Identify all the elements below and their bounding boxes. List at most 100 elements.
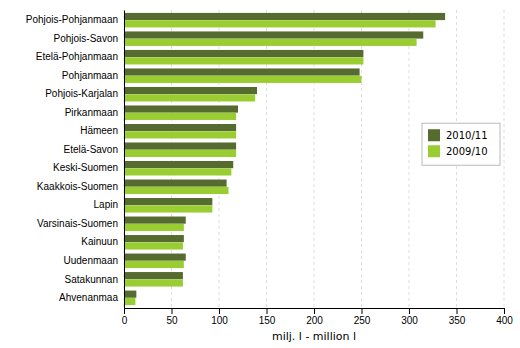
tick: Pohjois-Karjalan (45, 88, 124, 99)
bar (124, 105, 238, 112)
tick: 350 (449, 308, 466, 326)
bar (124, 254, 186, 261)
tick-label: Lapin (94, 199, 118, 210)
legend-frame (422, 123, 500, 165)
tick: Etelä-Savon (64, 144, 124, 155)
bar (124, 150, 236, 157)
tick: 150 (259, 308, 276, 326)
tick-label: 300 (401, 315, 418, 326)
grid-line (124, 10, 125, 308)
tick-label: 250 (354, 315, 371, 326)
tick: 300 (401, 308, 418, 326)
bar (124, 142, 236, 149)
tick-mark (219, 308, 220, 314)
tick: 200 (306, 308, 323, 326)
tick: 0 (122, 308, 128, 326)
bar (124, 235, 184, 242)
tick-mark (267, 308, 268, 314)
grid-line (504, 10, 505, 308)
tick-label: 400 (496, 315, 513, 326)
tick: Keski-Suomen (53, 162, 124, 173)
bar (124, 205, 212, 212)
tick-label: Ahvenanmaa (59, 292, 118, 303)
tick-label: Uudenmaan (64, 255, 118, 266)
bar-series (124, 20, 436, 305)
legend-swatch (428, 129, 440, 141)
tick-label: Pohjois-Karjalan (45, 88, 118, 99)
tick-label: 350 (449, 315, 466, 326)
bar (124, 31, 423, 38)
tick-label: Pohjois-Pohjanmaan (26, 14, 118, 25)
tick: Hämeen (80, 125, 124, 136)
bar (124, 68, 360, 75)
tick-label: Keski-Suomen (53, 162, 118, 173)
tick: 100 (211, 308, 228, 326)
bar (124, 39, 417, 46)
bar (124, 124, 236, 131)
bar (124, 87, 257, 94)
tick-label: 50 (166, 315, 178, 326)
tick-mark (314, 308, 315, 314)
tick-label: Kaakkois-Suomen (37, 181, 118, 192)
bar (124, 76, 362, 83)
bar (124, 168, 231, 175)
tick-label: 150 (259, 315, 276, 326)
tick: Kainuun (81, 236, 124, 247)
bar (124, 57, 363, 64)
tick: Etelä-Pohjanmaan (36, 51, 124, 62)
tick-label: Etelä-Savon (64, 144, 118, 155)
bar (124, 261, 184, 268)
tick-mark (362, 308, 363, 314)
tick-mark (124, 308, 125, 314)
tick-label: 0 (122, 315, 128, 326)
axis-domain (125, 309, 505, 315)
bar (124, 113, 236, 120)
plot: 0 50 100 150 200 250 300 350 400 Pohjois-Pohjanma… (26, 10, 514, 326)
x-axis: 0 50 100 150 200 250 300 350 400 (122, 308, 514, 326)
bar (124, 13, 445, 20)
chart: 0 50 100 150 200 250 300 350 400 Pohjois-Pohjanma… (0, 0, 520, 348)
legend-label: 2010/11 (446, 130, 488, 141)
tick: Pohjois-Pohjanmaan (26, 14, 124, 25)
grid (124, 10, 504, 308)
bar (124, 224, 184, 231)
tick-label: Etelä-Pohjanmaan (36, 51, 118, 62)
bar (124, 131, 236, 138)
tick: 50 (166, 308, 178, 326)
tick-label: Satakunnan (65, 274, 118, 285)
bar (124, 217, 186, 224)
bar (124, 187, 229, 194)
tick-label: 200 (306, 315, 323, 326)
tick-mark (457, 308, 458, 314)
legend-swatch (428, 145, 440, 157)
tick: Lapin (94, 199, 124, 210)
bar-series (124, 13, 445, 298)
bar (124, 291, 136, 298)
tick-label: Pohjanmaan (62, 70, 118, 81)
tick-label: Kainuun (81, 236, 118, 247)
legend-item: 2009/10 (428, 145, 488, 157)
y-axis: Pohjois-Pohjanmaan Pohjois-Savon Etelä-Poh… (26, 11, 125, 309)
axis-domain (124, 11, 125, 309)
bar (124, 279, 183, 286)
tick-label: Pohjois-Savon (54, 33, 118, 44)
grid-line (409, 10, 410, 308)
x-axis-title: milj. l - million l (272, 330, 356, 343)
tick: 400 (496, 308, 513, 326)
bar (124, 242, 183, 249)
bar (124, 94, 255, 101)
tick-mark (172, 308, 173, 314)
tick-label: 100 (211, 315, 228, 326)
bar (124, 20, 436, 27)
tick: Varsinais-Suomen (37, 218, 124, 229)
bar (124, 161, 233, 168)
tick-mark (409, 308, 410, 314)
tick: Satakunnan (65, 274, 124, 285)
tick: Pohjois-Savon (54, 33, 124, 44)
bar (124, 50, 363, 57)
legend-item: 2010/11 (428, 129, 488, 141)
tick: Kaakkois-Suomen (37, 181, 124, 192)
tick: Pohjanmaan (62, 70, 124, 81)
bar (124, 180, 227, 187)
legend: 2010/11 2009/10 (422, 123, 500, 165)
